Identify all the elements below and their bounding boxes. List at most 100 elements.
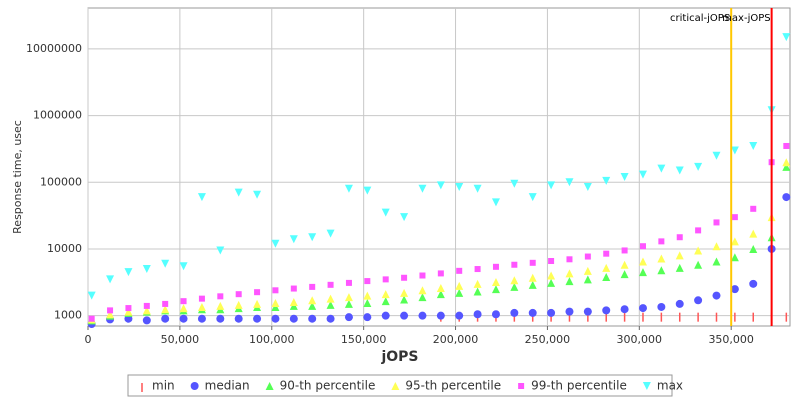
point xyxy=(602,176,611,185)
point xyxy=(381,297,390,306)
point xyxy=(106,275,115,284)
plot-area xyxy=(87,7,791,327)
point xyxy=(620,260,629,269)
point xyxy=(345,279,352,286)
x-tick-label: 50,000 xyxy=(161,333,200,346)
point xyxy=(510,308,519,317)
point xyxy=(382,276,389,283)
point xyxy=(658,238,665,245)
annotation-label: critical-jOPS xyxy=(670,13,730,24)
point xyxy=(731,214,738,221)
point xyxy=(675,251,684,260)
point xyxy=(473,310,482,319)
point xyxy=(254,289,261,296)
legend-label: 99-th percentile xyxy=(531,379,627,393)
point xyxy=(180,298,187,305)
point xyxy=(289,235,298,244)
point xyxy=(583,275,592,284)
point xyxy=(327,281,334,288)
point xyxy=(271,239,280,248)
point xyxy=(381,208,390,217)
point xyxy=(125,305,132,312)
point xyxy=(344,184,353,193)
point xyxy=(621,247,628,254)
point xyxy=(418,311,427,320)
point xyxy=(161,314,170,323)
legend-marker xyxy=(141,383,143,392)
point xyxy=(657,254,666,263)
point xyxy=(639,243,646,250)
x-tick-label: 200,000 xyxy=(433,333,479,346)
point xyxy=(436,311,445,320)
point xyxy=(531,312,534,322)
point xyxy=(529,259,536,266)
point xyxy=(587,312,589,322)
point xyxy=(492,263,499,270)
y-tick-label: 10000000 xyxy=(26,42,82,55)
point xyxy=(234,300,243,309)
legend-marker xyxy=(265,382,274,390)
point xyxy=(142,316,151,325)
point xyxy=(712,291,721,300)
point xyxy=(455,288,464,297)
point xyxy=(712,151,721,160)
point xyxy=(694,162,703,171)
x-tick-label: 150,000 xyxy=(341,333,387,346)
point xyxy=(289,314,298,323)
point xyxy=(694,296,703,305)
point xyxy=(602,306,611,315)
y-tick-label: 1000 xyxy=(54,309,82,322)
point xyxy=(715,312,718,322)
point xyxy=(364,278,371,285)
point xyxy=(473,184,482,193)
point xyxy=(216,314,225,323)
point xyxy=(547,181,556,190)
point xyxy=(474,266,481,273)
point xyxy=(602,263,611,272)
point xyxy=(308,296,317,305)
legend-label: max xyxy=(657,379,683,393)
point xyxy=(713,219,720,226)
point xyxy=(418,184,427,193)
point xyxy=(473,287,482,296)
point xyxy=(547,308,556,317)
point xyxy=(216,301,225,310)
point xyxy=(782,158,791,167)
point xyxy=(436,283,445,292)
x-tick-label: 300,000 xyxy=(617,333,663,346)
point xyxy=(309,283,316,290)
point xyxy=(197,302,206,311)
point xyxy=(253,190,262,199)
point xyxy=(695,227,702,234)
point xyxy=(418,293,427,302)
point xyxy=(642,312,644,322)
legend-label: 90-th percentile xyxy=(280,379,376,393)
point xyxy=(513,312,516,322)
legend-label: min xyxy=(152,379,175,393)
legend-label: median xyxy=(205,379,250,393)
point xyxy=(568,312,571,322)
point xyxy=(638,304,647,313)
point xyxy=(620,305,629,314)
point xyxy=(124,268,133,277)
point xyxy=(253,299,262,308)
y-tick-label: 10000 xyxy=(47,242,82,255)
annotation-label: max-jOPS xyxy=(722,13,770,24)
point xyxy=(418,286,427,295)
point xyxy=(749,141,758,150)
point xyxy=(491,198,500,207)
point xyxy=(547,278,556,287)
point xyxy=(271,302,280,311)
point xyxy=(179,304,188,313)
point xyxy=(455,311,464,320)
point xyxy=(344,293,353,302)
y-tick-label: 100000 xyxy=(40,175,82,188)
x-tick-label: 100,000 xyxy=(249,333,295,346)
point xyxy=(565,269,574,278)
point xyxy=(363,313,372,322)
point xyxy=(491,285,500,294)
point xyxy=(216,246,225,255)
point xyxy=(675,299,684,308)
point xyxy=(400,295,409,304)
point xyxy=(550,312,552,322)
